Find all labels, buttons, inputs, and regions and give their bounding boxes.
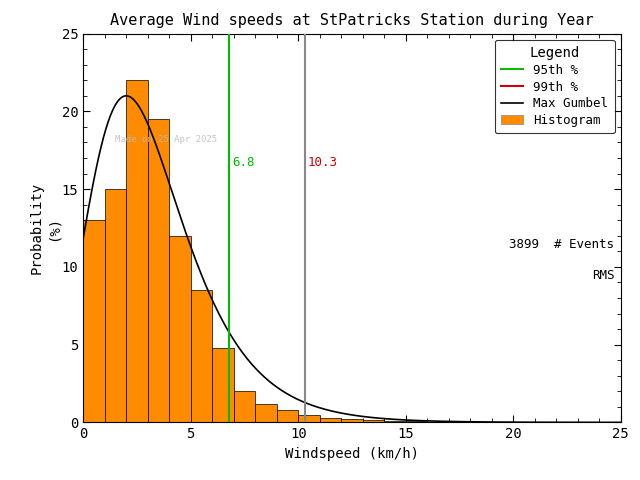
Bar	[83, 220, 105, 422]
Text: 10.3: 10.3	[307, 156, 337, 169]
Legend: 95th %, 99th %, Max Gumbel, Histogram: 95th %, 99th %, Max Gumbel, Histogram	[495, 40, 614, 133]
Bar	[148, 119, 169, 422]
Bar	[320, 418, 341, 422]
Text: 3899  # Events: 3899 # Events	[509, 238, 614, 251]
Bar	[234, 391, 255, 422]
Text: 6.8: 6.8	[232, 156, 255, 169]
Title: Average Wind speeds at StPatricks Station during Year: Average Wind speeds at StPatricks Statio…	[110, 13, 594, 28]
Bar	[276, 410, 298, 422]
Bar	[384, 421, 406, 422]
Text: Made on 25 Apr 2025: Made on 25 Apr 2025	[115, 135, 218, 144]
X-axis label: Windspeed (km/h): Windspeed (km/h)	[285, 447, 419, 461]
Bar	[169, 236, 191, 422]
Bar	[341, 420, 363, 422]
Bar	[298, 415, 320, 422]
Text: RMS: RMS	[592, 269, 614, 282]
Bar	[126, 80, 148, 422]
Bar	[255, 404, 276, 422]
Bar	[428, 421, 449, 422]
Bar	[191, 290, 212, 422]
Bar	[406, 421, 428, 422]
Bar	[363, 420, 384, 422]
Bar	[212, 348, 234, 422]
Bar	[105, 189, 126, 422]
Y-axis label: Probability
(%): Probability (%)	[30, 182, 60, 274]
